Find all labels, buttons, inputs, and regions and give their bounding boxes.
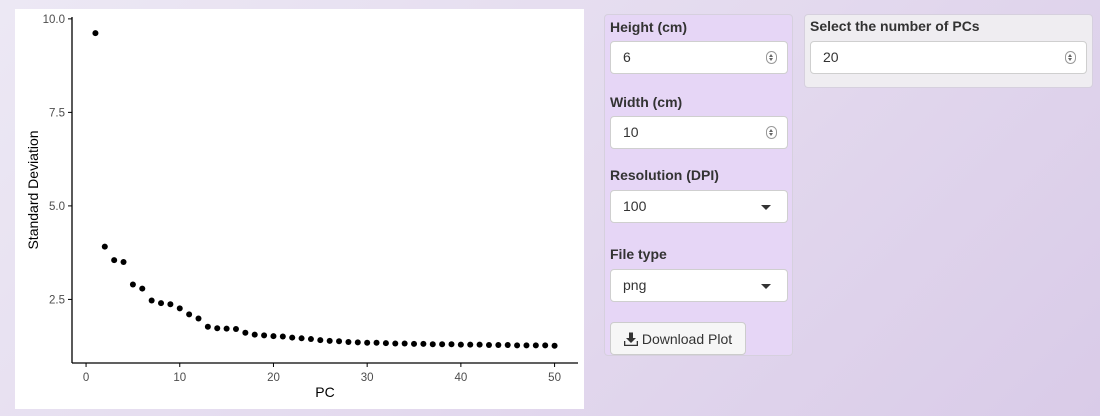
data-point <box>429 341 436 348</box>
data-point <box>401 340 408 347</box>
data-point <box>336 338 343 345</box>
data-point <box>279 333 286 340</box>
download-icon <box>623 332 638 346</box>
data-point <box>467 341 474 348</box>
width-spinner-icon[interactable] <box>766 126 777 139</box>
x-axis: 0 10 20 30 40 50 <box>72 362 578 384</box>
data-point <box>92 30 99 37</box>
data-point <box>485 342 492 349</box>
data-point <box>532 342 539 349</box>
data-point <box>457 341 464 348</box>
data-point <box>129 281 136 288</box>
data-point <box>392 340 399 347</box>
data-point <box>523 342 530 349</box>
data-point <box>382 340 389 347</box>
data-point <box>111 257 118 264</box>
x-tick-label: 50 <box>548 372 561 384</box>
data-point <box>176 305 183 312</box>
download-plot-button[interactable]: Download Plot <box>610 322 746 355</box>
pc-elbow-plot: 2.5 5.0 7.5 10.0 0 10 20 30 40 50 PC Standard De… <box>15 9 584 409</box>
data-point <box>167 301 174 308</box>
y-tick-label: 5.0 <box>49 201 65 213</box>
pc-count-input-value: 20 <box>823 49 839 65</box>
data-point <box>514 342 521 349</box>
data-point <box>542 342 549 349</box>
y-axis-title: Standard Deviation <box>25 130 41 249</box>
data-point <box>270 333 277 340</box>
x-tick-label: 40 <box>454 372 467 384</box>
chevron-down-icon <box>761 284 771 289</box>
data-point <box>242 329 249 336</box>
x-axis-title: PC <box>315 384 334 400</box>
data-point <box>354 339 361 346</box>
data-point <box>504 342 511 349</box>
y-axis: 2.5 5.0 7.5 10.0 <box>43 14 73 363</box>
data-point <box>232 325 239 332</box>
width-input[interactable]: 10 <box>610 116 788 149</box>
data-point <box>439 341 446 348</box>
x-tick-label: 30 <box>361 372 374 384</box>
data-point <box>326 337 333 344</box>
data-point <box>373 339 380 346</box>
data-point <box>101 243 108 250</box>
pc-count-input[interactable]: 20 <box>810 41 1087 74</box>
download-settings-panel: Height (cm) 6 Width (cm) 10 Resolution (… <box>604 14 793 356</box>
data-point <box>317 337 324 344</box>
data-point <box>223 325 230 332</box>
x-tick-label: 0 <box>83 372 89 384</box>
data-point <box>411 340 418 347</box>
pc-count-spinner-icon[interactable] <box>1065 51 1076 64</box>
scatter-chart-svg: 2.5 5.0 7.5 10.0 0 10 20 30 40 50 PC Standard De… <box>25 14 578 400</box>
data-point <box>139 285 146 292</box>
data-point <box>148 297 155 304</box>
pc-count-label: Select the number of PCs <box>810 18 980 34</box>
download-plot-label: Download Plot <box>641 330 733 347</box>
filetype-select-value: png <box>623 277 647 293</box>
height-label: Height (cm) <box>610 19 687 35</box>
data-point <box>261 332 268 339</box>
height-spinner-icon[interactable] <box>766 51 777 64</box>
height-input[interactable]: 6 <box>610 41 788 74</box>
resolution-select[interactable]: 100 <box>610 190 788 223</box>
data-point <box>204 323 211 330</box>
data-point <box>495 342 502 349</box>
data-point <box>120 259 127 266</box>
pc-count-panel: Select the number of PCs 20 <box>804 14 1093 88</box>
data-point <box>251 331 258 338</box>
data-point <box>345 339 352 346</box>
data-point <box>420 340 427 347</box>
data-point <box>158 300 165 307</box>
width-input-value: 10 <box>623 124 639 140</box>
data-point <box>186 311 193 318</box>
resolution-label: Resolution (DPI) <box>610 167 719 183</box>
data-point <box>195 315 202 322</box>
x-tick-label: 10 <box>173 372 186 384</box>
data-point <box>307 336 314 343</box>
y-tick-label: 7.5 <box>49 107 65 119</box>
height-input-value: 6 <box>623 49 631 65</box>
width-label: Width (cm) <box>610 94 683 110</box>
resolution-select-value: 100 <box>623 198 647 214</box>
x-tick-label: 20 <box>267 372 280 384</box>
data-point <box>364 339 371 346</box>
data-points <box>92 30 558 349</box>
data-point <box>289 334 296 341</box>
y-tick-label: 2.5 <box>49 294 65 306</box>
data-point <box>214 325 221 332</box>
data-point <box>551 342 558 349</box>
data-point <box>448 341 455 348</box>
filetype-label: File type <box>610 246 667 262</box>
y-tick-label: 10.0 <box>43 14 65 26</box>
data-point <box>298 335 305 342</box>
chevron-down-icon <box>761 205 771 210</box>
filetype-select[interactable]: png <box>610 269 788 302</box>
data-point <box>476 341 483 348</box>
